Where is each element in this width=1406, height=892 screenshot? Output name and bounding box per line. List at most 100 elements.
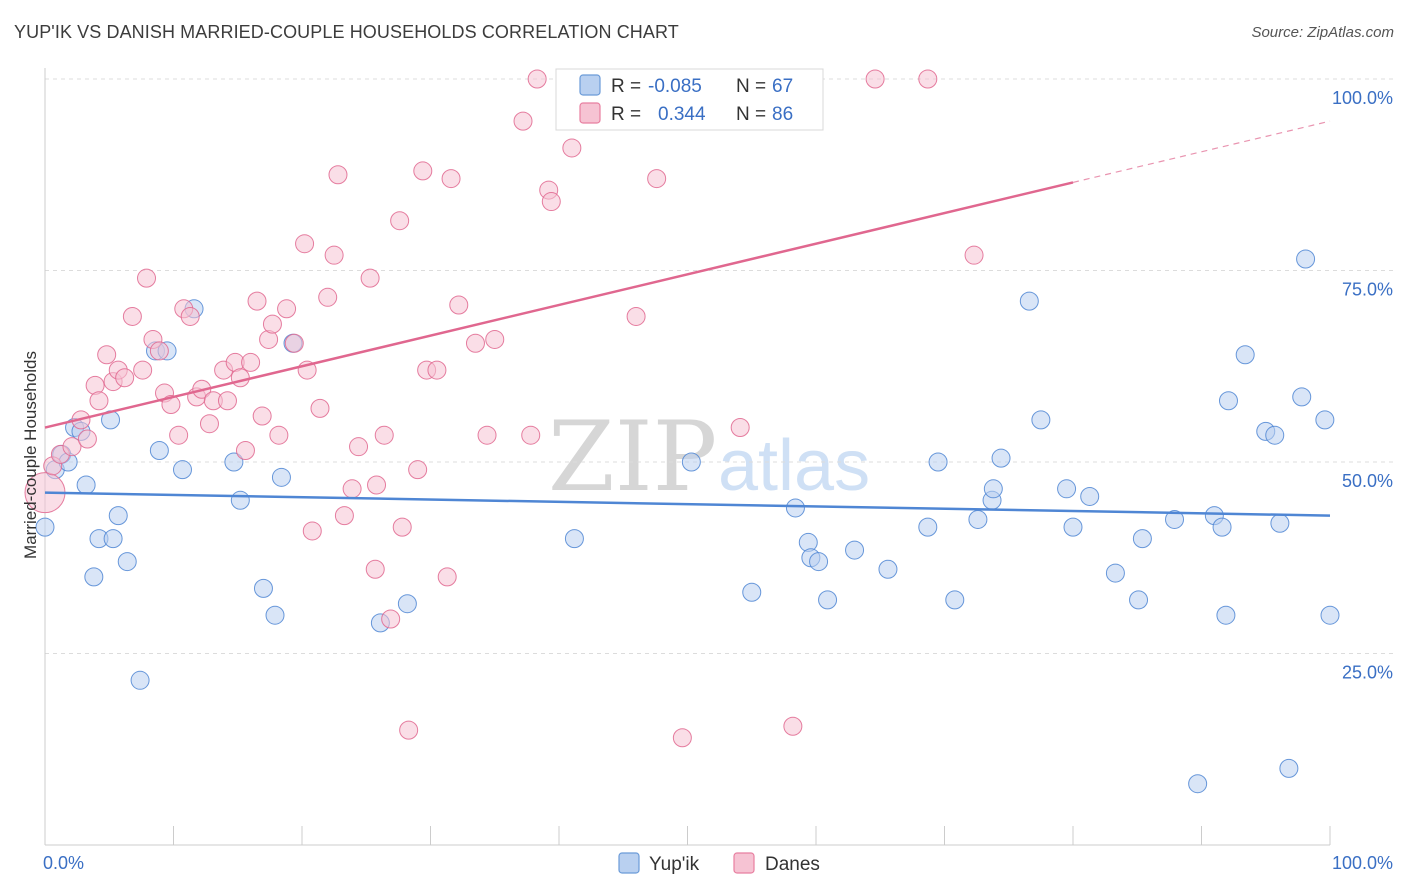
yupik-point <box>1216 605 1236 625</box>
yupik-point <box>1031 410 1051 430</box>
yupik-point <box>108 506 128 526</box>
yupik-point <box>1132 529 1152 549</box>
danes-point <box>252 406 272 426</box>
danes-point <box>437 567 457 587</box>
danes-point <box>441 169 461 189</box>
yupik-point <box>117 552 137 572</box>
yupik-point <box>1188 774 1208 794</box>
legend-swatch-danes <box>579 102 601 124</box>
legend-r-label-yupik: R = <box>611 76 641 97</box>
yupik-point <box>1080 486 1100 506</box>
axes <box>44 68 1331 846</box>
danes-point <box>513 111 533 131</box>
legend-r-label-danes: R = <box>611 104 641 125</box>
bottom-legend-label-danes: Danes <box>765 854 820 875</box>
danes-point <box>365 559 385 579</box>
danes-point <box>865 69 885 89</box>
danes-point <box>541 192 561 212</box>
danes-point <box>334 506 354 526</box>
danes-point <box>783 716 803 736</box>
watermark-atlas: atlas <box>718 426 870 506</box>
yupik-point <box>224 452 244 472</box>
danes-point <box>122 306 142 326</box>
danes-point <box>161 395 181 415</box>
yupik-point <box>172 460 192 480</box>
danes-point <box>97 345 117 365</box>
yupik-point <box>742 582 762 602</box>
danes-point <box>367 475 387 495</box>
danes-point <box>295 234 315 254</box>
trend-lines <box>44 120 1331 517</box>
danes-point <box>918 69 938 89</box>
danes-point <box>477 425 497 445</box>
danes-point <box>302 521 322 541</box>
y-tick-label-100: 100.0% <box>1332 88 1393 108</box>
yupik-point <box>1165 509 1185 529</box>
yupik-point <box>1019 291 1039 311</box>
yupik-point <box>230 490 250 510</box>
yupik-point <box>130 670 150 690</box>
yupik-point <box>1057 479 1077 499</box>
yupik-point <box>1292 387 1312 407</box>
series-yupik-points <box>35 249 1340 794</box>
danes-point <box>964 245 984 265</box>
yupik-point <box>918 517 938 537</box>
yupik-point <box>103 529 123 549</box>
x-tick-labels: 0.0% 100.0% <box>43 853 1393 873</box>
danes-point <box>427 360 447 380</box>
x-tick-label-max: 100.0% <box>1332 853 1393 873</box>
yupik-point <box>265 605 285 625</box>
danes-point <box>449 295 469 315</box>
danes-point <box>647 169 667 189</box>
yupik-point <box>845 540 865 560</box>
yupik-point <box>1296 249 1316 269</box>
bottom-legend-swatch-danes <box>733 852 755 874</box>
danes-point <box>626 306 646 326</box>
yupik-point <box>1315 410 1335 430</box>
y-tick-label-50: 50.0% <box>1342 471 1393 491</box>
danes-point <box>521 425 541 445</box>
yupik-point <box>564 529 584 549</box>
yupik-point <box>84 567 104 587</box>
legend-n-label-yupik: N = <box>736 76 766 97</box>
y-tick-label-25: 25.0% <box>1342 663 1393 683</box>
yupik-point <box>1129 590 1149 610</box>
legend-box: R = -0.085 N = 67 R = 0.344 N = 86 <box>555 68 824 131</box>
y-tick-labels: 100.0% 75.0% 50.0% 25.0% <box>1332 88 1393 683</box>
danes-point <box>562 138 582 158</box>
yupik-point <box>1270 513 1290 533</box>
yupik-point <box>983 479 1003 499</box>
danes-point <box>730 418 750 438</box>
yupik-point <box>149 441 169 461</box>
bottom-legend: Yup'ik Danes <box>618 852 820 875</box>
danes-point <box>399 720 419 740</box>
danes-point <box>241 352 261 372</box>
yupik-point <box>397 594 417 614</box>
y-tick-label-75: 75.0% <box>1342 280 1393 300</box>
danes-point <box>310 398 330 418</box>
danes-point <box>133 360 153 380</box>
danes-point <box>413 161 433 181</box>
danes-point <box>392 517 412 537</box>
yupik-point <box>271 467 291 487</box>
source-label: Source: ZipAtlas.com <box>1251 24 1394 41</box>
yupik-point <box>878 559 898 579</box>
legend-r-value-danes: 0.344 <box>658 104 706 125</box>
legend-n-label-danes: N = <box>736 104 766 125</box>
danes-point <box>217 391 237 411</box>
legend-n-value-yupik: 67 <box>772 76 793 97</box>
danes-point <box>360 268 380 288</box>
danes-point <box>277 299 297 319</box>
yupik-point <box>35 517 55 537</box>
danes-point <box>318 287 338 307</box>
danes-trend-extension <box>1072 120 1331 183</box>
danes-point <box>328 165 348 185</box>
danes-point <box>465 333 485 353</box>
danes-point <box>342 479 362 499</box>
series-danes-points <box>24 69 984 748</box>
danes-point <box>284 333 304 353</box>
yupik-point <box>681 452 701 472</box>
chart-title: YUP'IK VS DANISH MARRIED-COUPLE HOUSEHOL… <box>14 22 679 42</box>
yupik-point <box>818 590 838 610</box>
